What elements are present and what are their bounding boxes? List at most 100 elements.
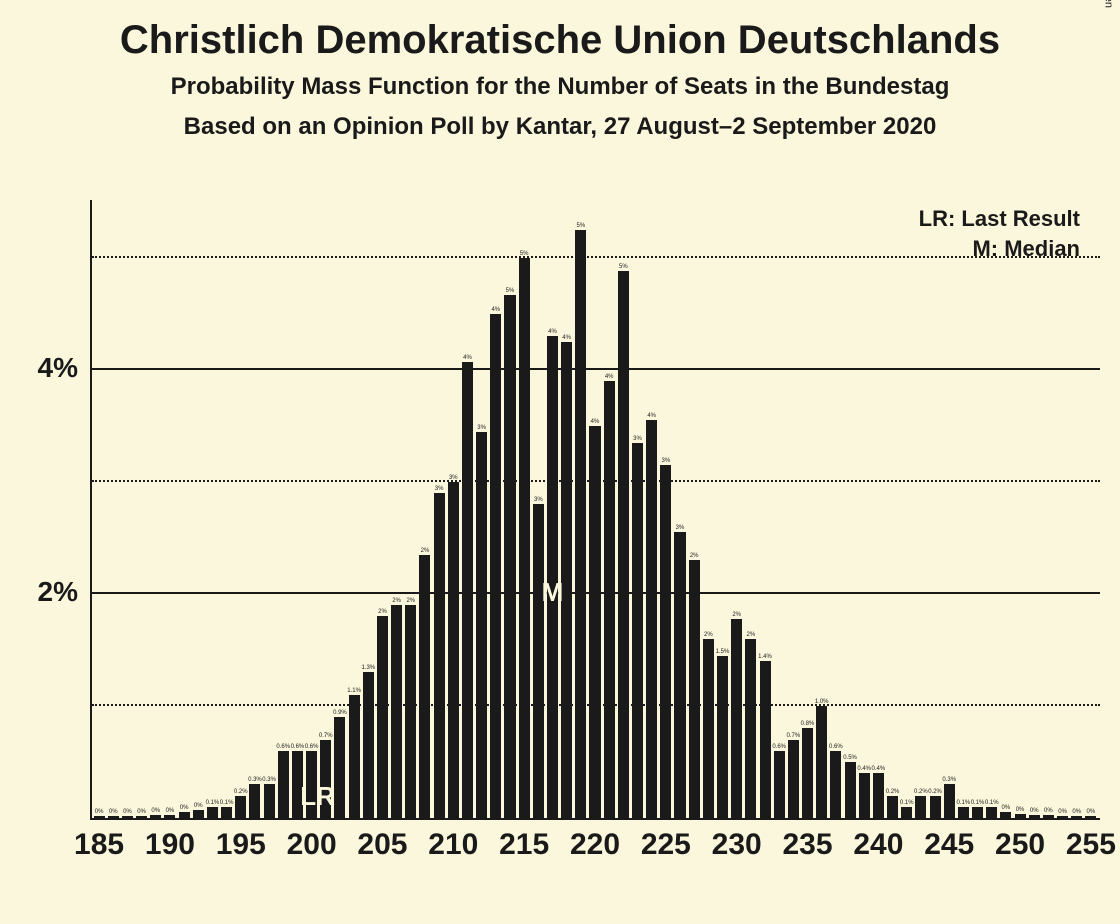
bar-value-label: 2% [406, 598, 415, 605]
bar: 0.6% [774, 751, 785, 818]
bar: 1.4% [760, 661, 771, 818]
bar-value-label: 1.0% [815, 699, 829, 706]
bar-value-label: 2% [421, 548, 430, 555]
bar-value-label: 4% [548, 329, 557, 336]
bar: 0% [94, 816, 105, 818]
bar-value-label: 5% [520, 251, 529, 258]
bar: 0.1% [207, 807, 218, 818]
bar-value-label: 0.8% [801, 721, 815, 728]
bar-value-label: 0% [109, 809, 118, 816]
bar: 2% [419, 555, 430, 818]
bar: 0.2% [887, 796, 898, 818]
median-marker: M [542, 577, 564, 608]
bar-value-label: 4% [647, 413, 656, 420]
chart-title: Christlich Demokratische Union Deutschla… [0, 18, 1120, 63]
bar: 0% [1057, 816, 1068, 818]
bar-value-label: 0.6% [276, 744, 290, 751]
x-tick-label: 215 [499, 828, 549, 862]
bar: 2% [703, 639, 714, 818]
bar: 5% [618, 271, 629, 818]
bar: 0.2% [235, 796, 246, 818]
bar-value-label: 0% [1072, 809, 1081, 816]
bar-value-label: 4% [605, 374, 614, 381]
bar: 3% [533, 504, 544, 818]
bar: 0% [1015, 814, 1026, 818]
bar-value-label: 0.7% [319, 733, 333, 740]
bar: 1.1% [349, 695, 360, 818]
x-tick-label: 230 [712, 828, 762, 862]
bar-value-label: 2% [747, 632, 756, 639]
bar: 3% [476, 432, 487, 818]
bar-value-label: 5% [576, 223, 585, 230]
bar: 3% [632, 443, 643, 818]
bar-value-label: 2% [732, 612, 741, 619]
x-tick-label: 195 [216, 828, 266, 862]
bar: 5% [504, 295, 515, 818]
bar-value-label: 0% [1002, 805, 1011, 812]
bar: 0% [1000, 812, 1011, 818]
x-tick-label: 255 [1066, 828, 1116, 862]
bar: 0% [164, 815, 175, 818]
bar: 0.8% [802, 728, 813, 818]
bar-value-label: 1.1% [347, 688, 361, 695]
bar-value-label: 3% [676, 525, 685, 532]
bar-value-label: 2% [690, 553, 699, 560]
bar: 0.1% [221, 807, 232, 818]
bar-value-label: 0.3% [942, 777, 956, 784]
bar-value-label: 0.9% [333, 710, 347, 717]
y-tick-label: 2% [0, 576, 78, 608]
bar-value-label: 4% [562, 335, 571, 342]
x-tick-label: 225 [641, 828, 691, 862]
copyright-text: © 2021 Filip van Laenen [1102, 0, 1114, 8]
bar: 0% [193, 810, 204, 818]
bar-value-label: 0.6% [829, 744, 843, 751]
chart-page: © 2021 Filip van Laenen Christlich Demok… [0, 0, 1120, 924]
x-tick-label: 245 [924, 828, 974, 862]
bar: 0% [1029, 815, 1040, 818]
bar-value-label: 0.2% [234, 789, 248, 796]
x-tick-label: 205 [357, 828, 407, 862]
bar-value-label: 2% [378, 609, 387, 616]
bar-value-label: 0% [137, 809, 146, 816]
bar: 4% [490, 314, 501, 818]
bar-value-label: 0% [1058, 809, 1067, 816]
bar: 0.2% [930, 796, 941, 818]
chart-subtitle: Probability Mass Function for the Number… [0, 73, 1120, 101]
bar-value-label: 0.6% [772, 744, 786, 751]
bar: 4% [604, 381, 615, 818]
bar-value-label: 0.7% [787, 733, 801, 740]
bar-value-label: 0% [194, 803, 203, 810]
bar-value-label: 0.1% [971, 800, 985, 807]
bar: 0.2% [915, 796, 926, 818]
x-tick-label: 240 [853, 828, 903, 862]
bar-value-label: 5% [619, 264, 628, 271]
bar-value-label: 1.5% [716, 649, 730, 656]
bar: 1.5% [717, 656, 728, 818]
bar-value-label: 0.1% [900, 800, 914, 807]
bar-value-label: 0.6% [305, 744, 319, 751]
bar-value-label: 0% [180, 805, 189, 812]
plot: 0%0%0%0%0%0%0%0%0.1%0.1%0.2%0.3%0.3%0.6%… [90, 200, 1100, 820]
bar-value-label: 0.3% [248, 777, 262, 784]
x-tick-label: 250 [995, 828, 1045, 862]
bar: 0.6% [830, 751, 841, 818]
bar: 0.1% [901, 807, 912, 818]
bar-value-label: 4% [491, 307, 500, 314]
titles: Christlich Demokratische Union Deutschla… [0, 0, 1120, 141]
x-tick-label: 200 [287, 828, 337, 862]
bar: 0.9% [334, 717, 345, 818]
bar-value-label: 1.4% [758, 654, 772, 661]
bar: 0% [179, 812, 190, 818]
bar: 0.1% [972, 807, 983, 818]
bar: 2% [391, 605, 402, 818]
bar: 2% [731, 619, 742, 818]
bar: 0.7% [788, 740, 799, 818]
bar-value-label: 0.2% [914, 789, 928, 796]
bar: 0.5% [845, 762, 856, 818]
x-tick-label: 220 [570, 828, 620, 862]
bar: 0% [136, 816, 147, 818]
bar: 3% [660, 465, 671, 818]
bar: 0.3% [264, 784, 275, 818]
bar-value-label: 4% [463, 355, 472, 362]
chart-subtitle-2: Based on an Opinion Poll by Kantar, 27 A… [0, 113, 1120, 141]
